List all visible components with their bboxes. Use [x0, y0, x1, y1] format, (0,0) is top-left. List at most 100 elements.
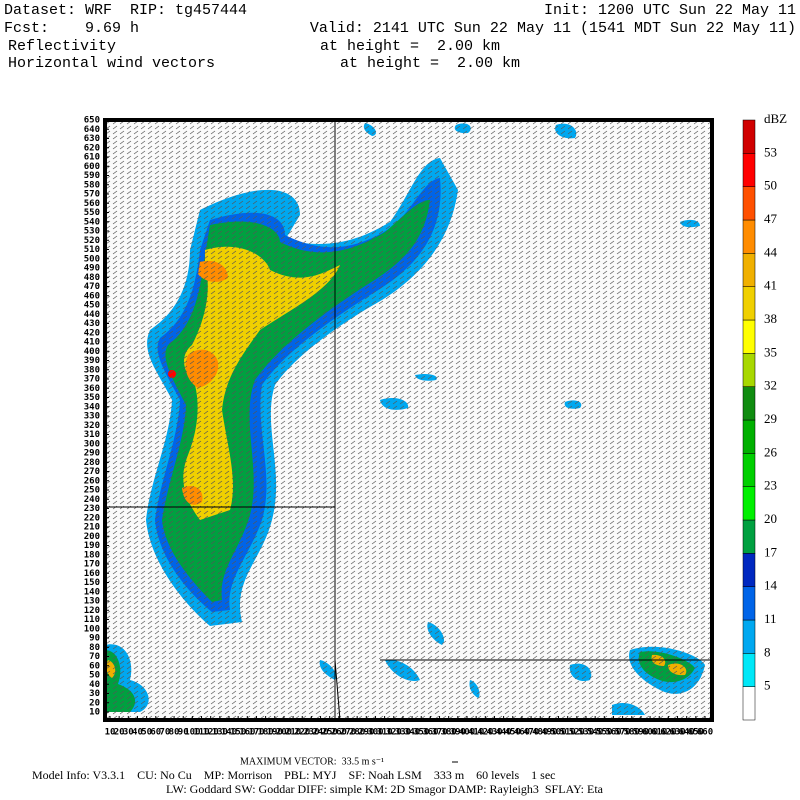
- x-tick-label: 520: [569, 728, 585, 738]
- colorbar-band: [742, 519, 756, 554]
- y-tick-label: 60: [89, 661, 100, 671]
- x-tick-label: 280: [349, 728, 365, 738]
- y-tick-label: 310: [84, 430, 100, 440]
- colorbar-label: 11: [764, 611, 777, 626]
- x-tick-label: 110: [193, 728, 209, 738]
- y-tick-label: 560: [84, 199, 100, 209]
- y-tick-label: 30: [89, 689, 100, 699]
- x-tick-label: 580: [624, 728, 640, 738]
- x-tick-label: 400: [459, 728, 475, 738]
- colorbar-label: 44: [764, 244, 778, 259]
- y-tick-label: 160: [84, 569, 100, 579]
- y-tick-label: 480: [84, 273, 100, 283]
- colorbar-label: 5: [764, 678, 771, 693]
- y-tick-label: 210: [84, 523, 100, 533]
- y-tick-label: 440: [84, 310, 100, 320]
- x-tick-label: 610: [651, 728, 667, 738]
- y-tick-label: 590: [84, 171, 100, 181]
- x-tick-label: 550: [596, 728, 612, 738]
- y-tick-label: 500: [84, 254, 100, 264]
- colorbar-band: [742, 319, 756, 354]
- y-tick-label: 90: [89, 634, 100, 644]
- y-tick-label: 40: [89, 680, 100, 690]
- x-tick-label: 440: [495, 728, 511, 738]
- y-tick-label: 350: [84, 393, 100, 403]
- y-tick-label: 410: [84, 338, 100, 348]
- y-tick-label: 580: [84, 180, 100, 190]
- x-tick-label: 410: [468, 728, 484, 738]
- x-tick-label: 160: [239, 728, 255, 738]
- y-tick-label: 230: [84, 504, 100, 514]
- y-tick-label: 80: [89, 643, 100, 653]
- y-tick-label: 360: [84, 384, 100, 394]
- y-tick-label: 490: [84, 264, 100, 274]
- x-tick-label: 50: [141, 728, 152, 738]
- physics-info: LW: Goddard SW: Goddar DIFF: simple KM: …: [166, 782, 604, 796]
- y-tick-label: 200: [84, 532, 100, 542]
- y-tick-label: 110: [84, 615, 100, 625]
- field-1-level: at height = 2.00 km: [320, 38, 500, 55]
- y-tick-label: 380: [84, 365, 100, 375]
- x-tick-label: 510: [560, 728, 576, 738]
- x-tick-label: 570: [614, 728, 630, 738]
- colorbar-band: [742, 553, 756, 587]
- colorbar-label: 20: [764, 511, 777, 526]
- x-tick-label: 620: [660, 728, 676, 738]
- y-tick-label: 550: [84, 208, 100, 218]
- field-2: Horizontal wind vectors: [8, 55, 215, 72]
- x-tick-label: 640: [679, 728, 695, 738]
- colorbar: 5 8 11 14 17 20 23 26 29 32 35 38 41 44 47 50 53 dBZ: [742, 111, 787, 721]
- x-tick-label: 230: [303, 728, 319, 738]
- y-tick-label: 100: [84, 624, 100, 634]
- x-tick-label: 350: [413, 728, 429, 738]
- y-tick-label: 270: [84, 467, 100, 477]
- x-tick-label: 430: [486, 728, 502, 738]
- y-tick-label: 520: [84, 236, 100, 246]
- colorbar-band: [742, 386, 756, 421]
- colorbar-label: 26: [764, 444, 778, 459]
- colorbar-band: [742, 186, 756, 221]
- x-tick-label: 80: [169, 728, 180, 738]
- x-tick-label: 60: [150, 728, 161, 738]
- y-tick-label: 120: [84, 606, 100, 616]
- x-tick-label: 390: [450, 728, 466, 738]
- x-tick-label: 530: [578, 728, 594, 738]
- colorbar-band: [742, 486, 756, 521]
- y-tick-label: 430: [84, 319, 100, 329]
- x-tick-label: 380: [441, 728, 457, 738]
- colorbar-label: 53: [764, 144, 777, 159]
- colorbar-band: [742, 586, 756, 621]
- y-tick-label: 170: [84, 560, 100, 570]
- x-tick-label: 500: [550, 728, 566, 738]
- y-tick-label: 260: [84, 476, 100, 486]
- model-info: Model Info: V3.3.1 CU: No Cu MP: Morriso…: [32, 768, 555, 782]
- colorbar-band: [742, 219, 756, 254]
- y-tick-label: 540: [84, 217, 100, 227]
- y-tick-label: 510: [84, 245, 100, 255]
- x-tick-label: 460: [514, 728, 530, 738]
- colorbar-label: 29: [764, 411, 777, 426]
- x-tick-label: 490: [541, 728, 557, 738]
- x-tick-label: 120: [203, 728, 219, 738]
- y-tick-label: 70: [89, 652, 100, 662]
- x-tick-label: 290: [358, 728, 374, 738]
- colorbar-label: 38: [764, 311, 777, 326]
- y-tick-label: 50: [89, 671, 100, 681]
- colorbar-band: [742, 686, 756, 721]
- y-tick-label: 300: [84, 439, 100, 449]
- y-tick-label: 630: [84, 134, 100, 144]
- colorbar-label: 35: [764, 344, 777, 359]
- y-tick-label: 450: [84, 301, 100, 311]
- x-tick-label: 470: [523, 728, 539, 738]
- x-tick-label: 590: [633, 728, 649, 738]
- valid-time: Valid: 2141 UTC Sun 22 May 11 (1541 MDT …: [310, 20, 796, 37]
- x-tick-label: 30: [123, 728, 134, 738]
- y-tick-label: 250: [84, 486, 100, 496]
- colorbar-label: 23: [764, 478, 777, 493]
- y-tick-label: 340: [84, 402, 100, 412]
- x-tick-label: 90: [178, 728, 189, 738]
- max-vector: MAXIMUM VECTOR: 33.5 m s⁻¹: [240, 756, 384, 767]
- y-tick-label: 190: [84, 541, 100, 551]
- x-tick-label: 360: [422, 728, 438, 738]
